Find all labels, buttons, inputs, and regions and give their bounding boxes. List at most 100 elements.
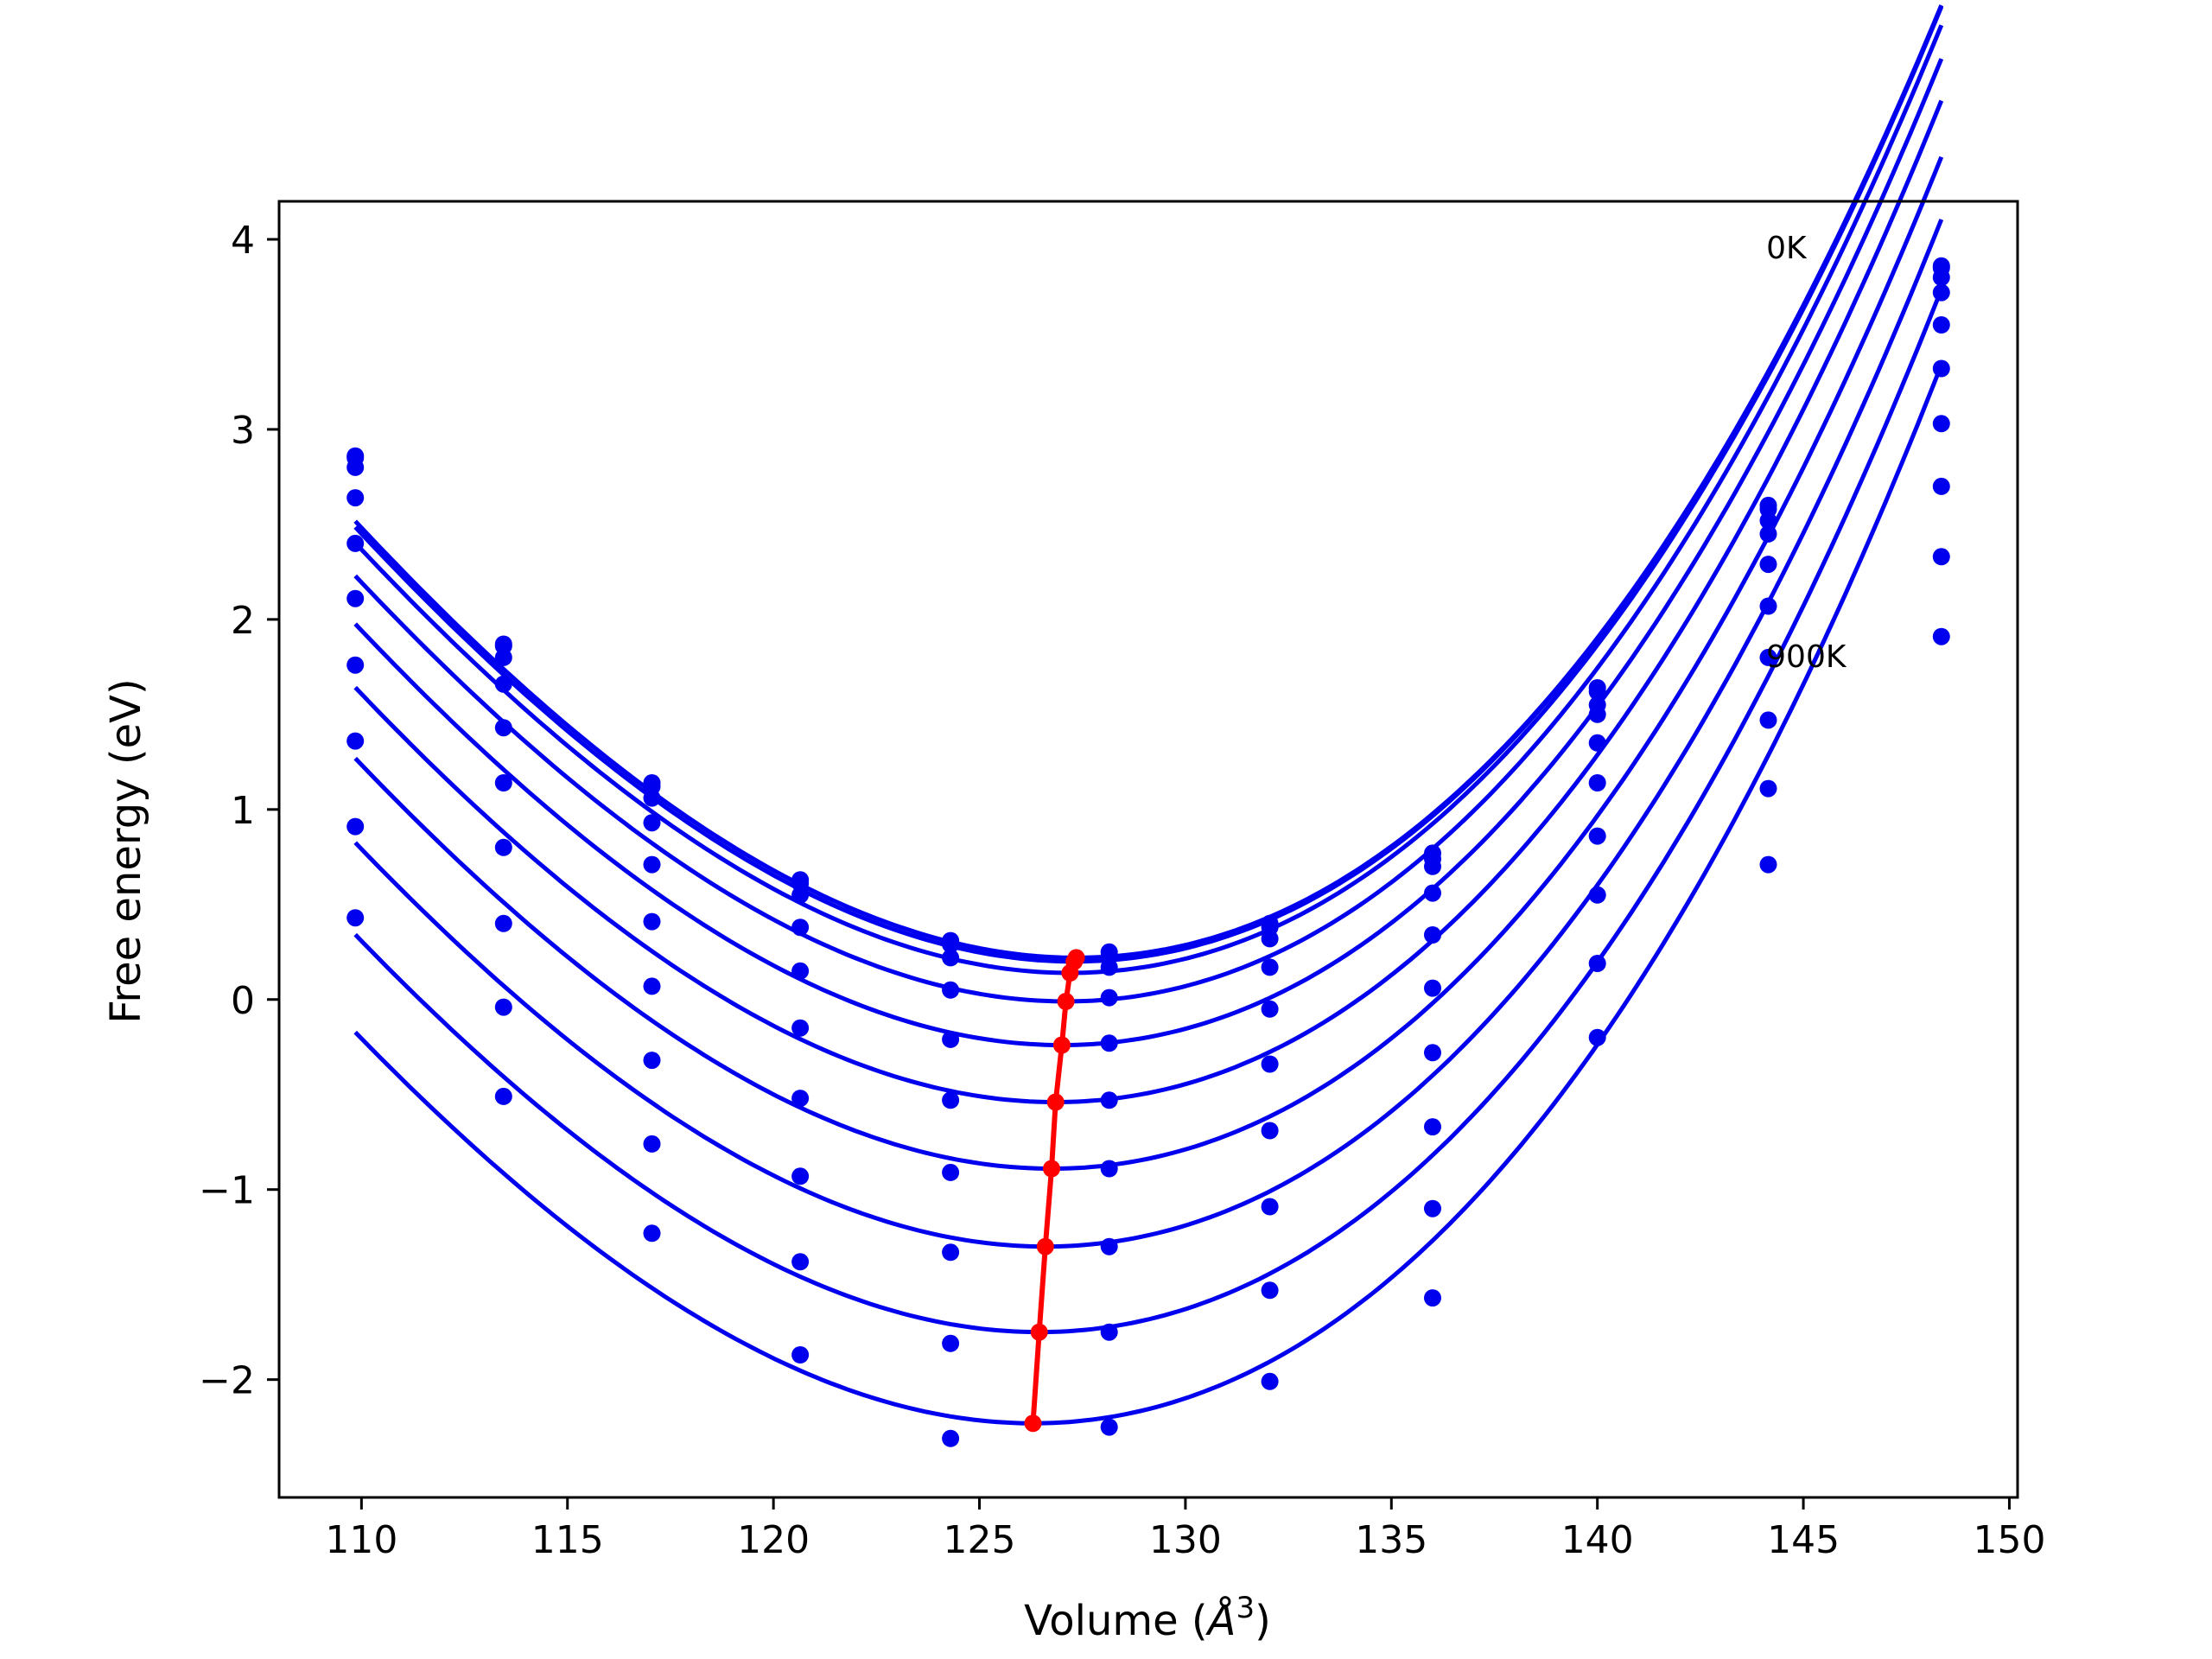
data-point — [1932, 627, 1950, 645]
data-point — [643, 977, 661, 995]
annotations: 0K 900K — [1766, 231, 1847, 675]
data-point — [1759, 711, 1777, 729]
data-point — [346, 489, 365, 507]
fit-curves — [353, 4, 1944, 1426]
x-tick-label: 130 — [1149, 1518, 1222, 1562]
data-point — [494, 914, 512, 932]
data-point — [791, 1019, 810, 1037]
data-point — [1932, 316, 1950, 334]
data-point — [1932, 415, 1950, 433]
data-point — [1100, 958, 1118, 976]
data-point — [942, 981, 960, 999]
data-point — [494, 648, 512, 666]
y-tick-label: 1 — [231, 789, 255, 833]
data-point — [942, 1334, 960, 1352]
minimum-point — [1030, 1323, 1048, 1341]
fit-curve-8 — [353, 288, 1944, 1335]
data-point — [1424, 1199, 1441, 1217]
data-point — [942, 1429, 960, 1447]
fit-curve-4 — [353, 58, 1944, 1047]
data-point — [1100, 1323, 1118, 1341]
fit-curve-9 — [353, 364, 1944, 1426]
fit-curve-1 — [353, 4, 1944, 964]
data-point — [643, 1052, 661, 1070]
y-tick-label: −1 — [199, 1169, 255, 1213]
data-point — [791, 1346, 810, 1363]
data-point — [494, 675, 512, 693]
annotation-label: 0K — [1766, 231, 1808, 266]
data-point — [1100, 1034, 1118, 1052]
fit-curve-7 — [353, 219, 1944, 1249]
data-point — [643, 855, 661, 874]
y-tick-label: 4 — [231, 219, 255, 263]
x-axis-label: Volume (Å3) — [1024, 1591, 1271, 1645]
plot-frame — [277, 200, 2019, 1499]
minimum-point — [1024, 1414, 1042, 1433]
data-point — [1588, 955, 1606, 972]
data-point — [1261, 930, 1279, 948]
fit-curve-2 — [353, 5, 1944, 976]
data-point — [1261, 1122, 1279, 1140]
data-point — [643, 1135, 661, 1153]
data-point — [1100, 1418, 1118, 1436]
data-point — [1588, 683, 1606, 701]
data-point — [494, 719, 512, 737]
data-point — [494, 998, 512, 1016]
data-point — [1100, 988, 1118, 1007]
data-point — [791, 1253, 810, 1271]
data-point — [1588, 734, 1606, 752]
data-point — [643, 814, 661, 832]
data-point — [1100, 1160, 1118, 1178]
data-point — [1759, 779, 1777, 798]
data-point — [1424, 884, 1441, 902]
data-point — [1424, 926, 1441, 944]
data-point — [791, 962, 810, 980]
data-point — [1932, 359, 1950, 378]
data-point — [1424, 1118, 1441, 1136]
data-point — [346, 909, 365, 927]
fit-curve-5 — [353, 99, 1944, 1104]
data-point — [643, 912, 661, 931]
data-point — [494, 774, 512, 791]
data-point — [643, 789, 661, 807]
minima-line — [1030, 956, 1079, 1424]
data-point — [791, 886, 810, 904]
data-point — [1588, 705, 1606, 723]
data-point — [942, 1243, 960, 1262]
y-tick-label: 3 — [231, 409, 255, 453]
x-tick-label: 140 — [1561, 1518, 1634, 1562]
minimum-point — [1043, 1160, 1060, 1178]
data-point — [1759, 855, 1777, 874]
minimum-point — [1046, 1093, 1065, 1111]
x-tick-label: 125 — [944, 1518, 1016, 1562]
y-tick-label: −2 — [199, 1359, 255, 1403]
data-point — [1759, 524, 1777, 543]
data-point — [1932, 477, 1950, 495]
data-point — [1424, 979, 1441, 997]
data-point — [494, 1087, 512, 1105]
data-point — [1100, 1091, 1118, 1109]
y-axis-label: Free energy (eV) — [102, 678, 150, 1023]
y-tick-label: 0 — [231, 979, 255, 1023]
data-point — [346, 458, 365, 476]
annotation-label: 900K — [1766, 639, 1847, 675]
data-point — [1261, 1198, 1279, 1216]
data-point — [346, 732, 365, 750]
minimum-point — [1057, 993, 1075, 1010]
data-point — [1424, 1044, 1441, 1062]
data-point — [942, 1030, 960, 1048]
x-axis-ticks: 110 115 120 125 130 135 140 145 150 — [325, 1497, 2045, 1562]
data-point — [1261, 1000, 1279, 1018]
data-point — [942, 1163, 960, 1181]
data-point — [1759, 512, 1777, 530]
x-tick-label: 120 — [737, 1518, 810, 1562]
data-point — [346, 656, 365, 674]
data-point — [1100, 1237, 1118, 1255]
x-tick-label: 115 — [531, 1518, 604, 1562]
data-point — [1759, 597, 1777, 615]
data-point — [1424, 1289, 1441, 1307]
fit-curve-3 — [353, 24, 1944, 1004]
data-point — [791, 1090, 810, 1108]
data-point — [494, 838, 512, 856]
data-point — [346, 589, 365, 607]
